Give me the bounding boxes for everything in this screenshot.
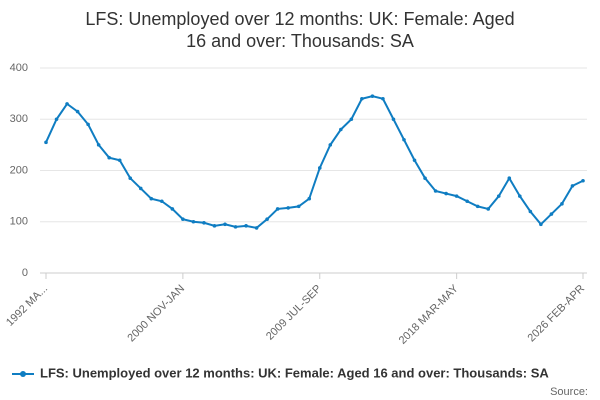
series-line	[45, 95, 584, 229]
data-point	[170, 207, 175, 211]
data-point	[454, 194, 459, 198]
data-point	[581, 178, 585, 183]
data-point	[381, 96, 385, 101]
data-point	[296, 204, 301, 209]
data-point	[423, 176, 427, 180]
data-point	[212, 224, 217, 228]
data-point	[107, 155, 111, 160]
x-tick-label: 2018 MAR-MAY	[397, 282, 462, 347]
data-point	[244, 224, 248, 228]
x-tick-label: 2026 FEB-APR	[526, 283, 588, 345]
data-point	[86, 122, 90, 127]
x-tick-label: 2009 JUL-SEP	[264, 283, 324, 343]
data-point	[265, 217, 269, 221]
data-point	[117, 158, 122, 163]
data-point	[54, 117, 59, 122]
data-point	[560, 202, 564, 206]
data-point	[486, 207, 491, 211]
data-point	[465, 199, 469, 204]
data-point	[223, 222, 227, 227]
data-point	[254, 226, 259, 230]
y-tick-label: 200	[10, 164, 28, 176]
data-point	[328, 143, 333, 147]
data-point	[518, 194, 522, 198]
data-point	[128, 176, 133, 180]
y-tick-label: 0	[22, 267, 28, 279]
data-point	[317, 166, 322, 170]
data-point	[202, 220, 206, 225]
data-point	[570, 184, 575, 188]
data-point	[191, 219, 196, 224]
data-point	[181, 217, 185, 221]
data-point	[96, 143, 101, 147]
legend-label: LFS: Unemployed over 12 months: UK: Fema…	[40, 365, 549, 380]
data-point	[149, 196, 154, 201]
chart-title: LFS: Unemployed over 12 months: UK: Fema…	[85, 9, 515, 51]
y-tick-label: 100	[10, 216, 28, 228]
data-point	[391, 117, 396, 122]
data-point	[549, 212, 554, 216]
data-point	[349, 117, 354, 122]
source-label: Source:	[550, 386, 588, 398]
data-point	[412, 158, 417, 163]
data-point	[233, 225, 238, 229]
data-point	[138, 186, 143, 191]
legend-marker	[20, 371, 26, 377]
data-point	[286, 206, 290, 210]
data-point	[444, 191, 448, 196]
data-point	[539, 222, 543, 227]
data-point	[433, 189, 438, 193]
data-point	[496, 194, 501, 198]
y-tick-label: 300	[10, 113, 28, 125]
data-point	[160, 199, 164, 204]
data-point	[370, 94, 375, 98]
data-point	[65, 102, 69, 106]
data-point	[360, 96, 364, 101]
data-point	[307, 196, 312, 201]
data-point	[402, 137, 406, 142]
x-tick-label: 1992 MA...	[4, 283, 50, 329]
y-tick-label: 400	[10, 62, 28, 74]
data-point	[475, 204, 480, 209]
data-point	[528, 209, 533, 214]
data-point	[44, 140, 48, 145]
x-tick-label: 2000 NOV-JAN	[125, 283, 187, 345]
data-point	[75, 109, 80, 114]
data-point	[275, 207, 280, 211]
data-point	[339, 127, 343, 132]
data-point	[507, 176, 512, 180]
